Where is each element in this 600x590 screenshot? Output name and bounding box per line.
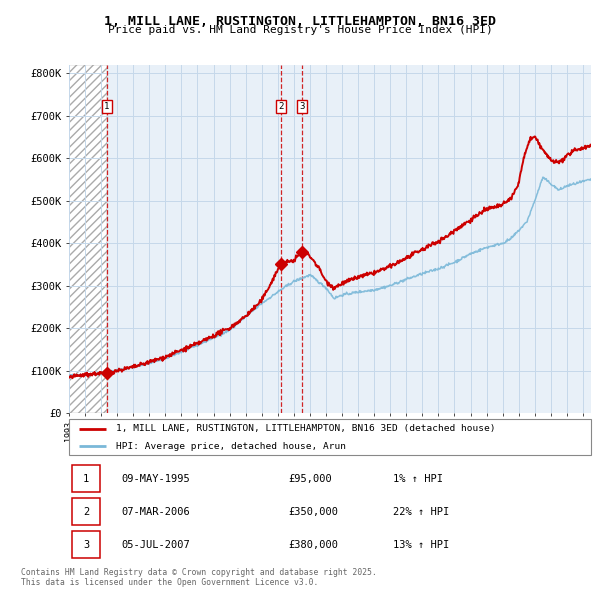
FancyBboxPatch shape	[71, 499, 100, 525]
Text: 2: 2	[83, 507, 89, 517]
Text: Contains HM Land Registry data © Crown copyright and database right 2025.
This d: Contains HM Land Registry data © Crown c…	[21, 568, 377, 587]
FancyBboxPatch shape	[69, 419, 591, 455]
FancyBboxPatch shape	[71, 466, 100, 492]
Text: 22% ↑ HPI: 22% ↑ HPI	[392, 507, 449, 517]
Text: 3: 3	[299, 102, 305, 111]
Text: 1% ↑ HPI: 1% ↑ HPI	[392, 474, 443, 484]
Text: HPI: Average price, detached house, Arun: HPI: Average price, detached house, Arun	[116, 442, 346, 451]
Text: 13% ↑ HPI: 13% ↑ HPI	[392, 540, 449, 550]
Text: 3: 3	[83, 540, 89, 550]
Text: 1: 1	[104, 102, 110, 111]
Text: 05-JUL-2007: 05-JUL-2007	[121, 540, 190, 550]
Text: 1: 1	[83, 474, 89, 484]
Text: Price paid vs. HM Land Registry's House Price Index (HPI): Price paid vs. HM Land Registry's House …	[107, 25, 493, 35]
Text: £380,000: £380,000	[288, 540, 338, 550]
Text: 2: 2	[278, 102, 283, 111]
Bar	[69, 65, 107, 413]
Text: 07-MAR-2006: 07-MAR-2006	[121, 507, 190, 517]
Text: 09-MAY-1995: 09-MAY-1995	[121, 474, 190, 484]
Text: £95,000: £95,000	[288, 474, 332, 484]
Bar	[69, 65, 107, 413]
Text: 1, MILL LANE, RUSTINGTON, LITTLEHAMPTON, BN16 3ED: 1, MILL LANE, RUSTINGTON, LITTLEHAMPTON,…	[104, 15, 496, 28]
Text: £350,000: £350,000	[288, 507, 338, 517]
FancyBboxPatch shape	[71, 532, 100, 558]
Text: 1, MILL LANE, RUSTINGTON, LITTLEHAMPTON, BN16 3ED (detached house): 1, MILL LANE, RUSTINGTON, LITTLEHAMPTON,…	[116, 424, 496, 433]
